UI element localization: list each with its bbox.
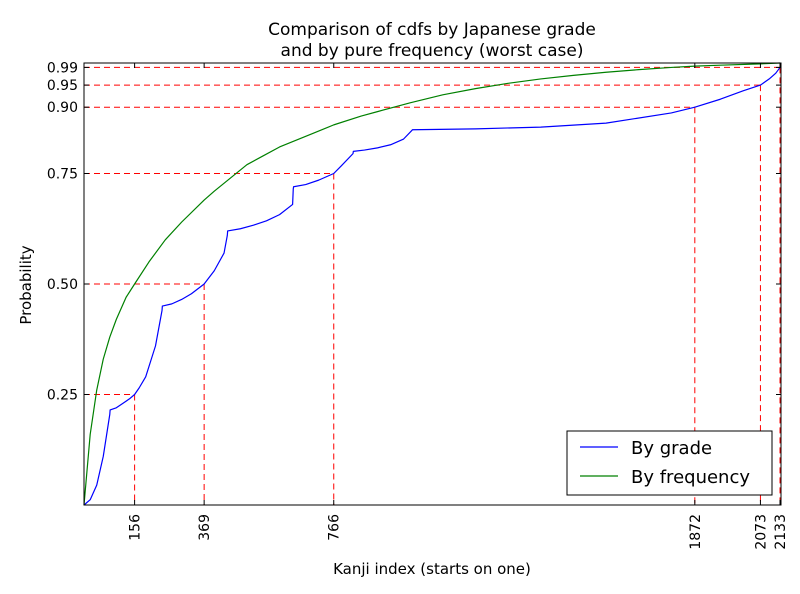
y-tick-label-2: 0.75 xyxy=(47,167,78,183)
series-line-1 xyxy=(83,62,781,506)
x-tick-label-5: 2133 xyxy=(773,514,789,550)
x-tick-label-4: 2073 xyxy=(753,514,769,550)
x-axis-label: Kanji index (starts on one) xyxy=(333,560,531,578)
chart-title-line-2: and by pure frequency (worst case) xyxy=(281,41,584,61)
series-line-0 xyxy=(83,62,782,506)
legend-label-by-frequency: By frequency xyxy=(631,467,750,488)
y-axis-label: Probability xyxy=(17,245,35,324)
y-tick-label-4: 0.95 xyxy=(47,78,78,94)
series-lines xyxy=(83,62,782,506)
legend: By grade By frequency xyxy=(566,430,773,496)
y-tick-label-5: 0.99 xyxy=(47,60,78,76)
legend-box xyxy=(566,430,773,496)
x-tick-label-1: 369 xyxy=(197,514,213,541)
legend-label-by-grade: By grade xyxy=(631,438,712,459)
chart-title-line-1: Comparison of cdfs by Japanese grade xyxy=(268,20,596,40)
y-tick-label-0: 0.25 xyxy=(47,388,78,404)
x-tick-label-0: 156 xyxy=(128,514,144,541)
axis-ticks: 156 369 766 1872 2073 2133 0.25 0.50 0.75 0.90 0.9… xyxy=(47,60,789,549)
y-tick-label-3: 0.90 xyxy=(47,100,78,116)
plot-frame xyxy=(83,62,782,506)
y-tick-label-1: 0.50 xyxy=(47,277,78,293)
x-tick-label-3: 1872 xyxy=(688,514,704,550)
x-tick-label-2: 766 xyxy=(327,514,343,541)
